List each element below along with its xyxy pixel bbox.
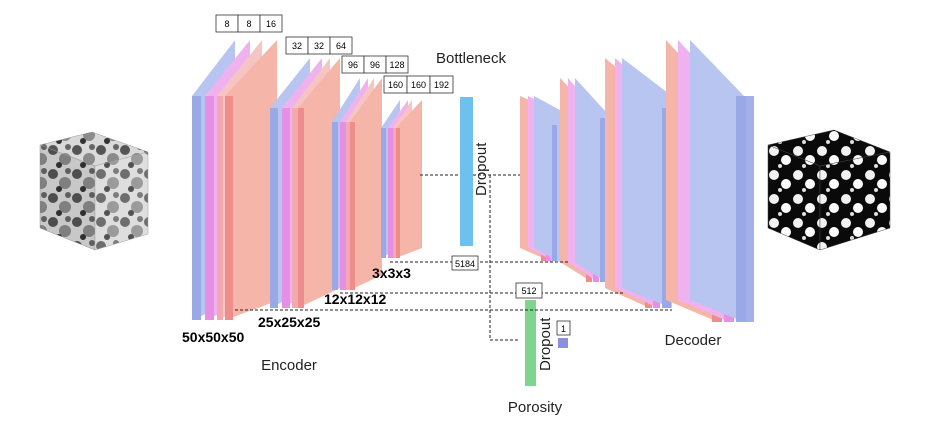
dashed-connectors xyxy=(235,174,672,341)
decoder-block-4 xyxy=(666,40,754,322)
dimension-label: 12x12x12 xyxy=(324,291,387,307)
channel-label: 8 xyxy=(246,19,251,29)
channels-block-4 xyxy=(383,75,454,94)
dimension-label: 3x3x3 xyxy=(372,265,411,281)
channel-label: 32 xyxy=(314,41,324,51)
channel-label: 16 xyxy=(266,19,276,29)
dropout-label: Dropout xyxy=(473,142,490,196)
bottleneck-label: Bottleneck xyxy=(436,50,507,67)
channel-label: 192 xyxy=(434,80,449,90)
channel-label: 96 xyxy=(348,60,358,70)
input-cube-icon xyxy=(39,131,149,251)
dense-bar xyxy=(525,300,536,386)
output-size-box xyxy=(556,320,571,336)
channel-label: 160 xyxy=(411,80,426,90)
channel-label: 96 xyxy=(370,60,380,70)
dropout-label: Dropout xyxy=(537,317,554,371)
encoder-block-3 xyxy=(332,78,382,290)
channel-label: 128 xyxy=(389,60,404,70)
decoder-block-2 xyxy=(560,78,606,282)
encoder-block-1 xyxy=(192,40,277,320)
dimension-label: 25x25x25 xyxy=(258,314,321,330)
dense-size-box xyxy=(515,282,543,299)
output-node xyxy=(558,338,568,348)
output-size-label: 1 xyxy=(561,324,566,334)
channels-block-1 xyxy=(215,14,283,33)
channels-block-2 xyxy=(285,36,353,55)
encoder-block-4 xyxy=(381,100,422,258)
flatten-size-box xyxy=(451,255,479,271)
decoder-block-3 xyxy=(605,58,672,308)
porosity-label: Porosity xyxy=(508,399,563,416)
channel-label: 64 xyxy=(336,41,346,51)
dense-size-label: 512 xyxy=(521,286,536,296)
channel-label: 32 xyxy=(292,41,302,51)
decoder-label: Decoder xyxy=(665,332,722,349)
encoder-block-2 xyxy=(270,58,340,308)
bottleneck-bar xyxy=(460,97,473,246)
output-cube-icon xyxy=(767,129,891,251)
dimension-label: 50x50x50 xyxy=(182,329,245,345)
channel-label: 8 xyxy=(224,19,229,29)
flatten-size-label: 5184 xyxy=(455,259,475,269)
channels-block-3 xyxy=(341,55,409,74)
encoder-label: Encoder xyxy=(261,357,317,374)
channel-label: 160 xyxy=(388,80,403,90)
decoder-block-1 xyxy=(520,96,560,262)
